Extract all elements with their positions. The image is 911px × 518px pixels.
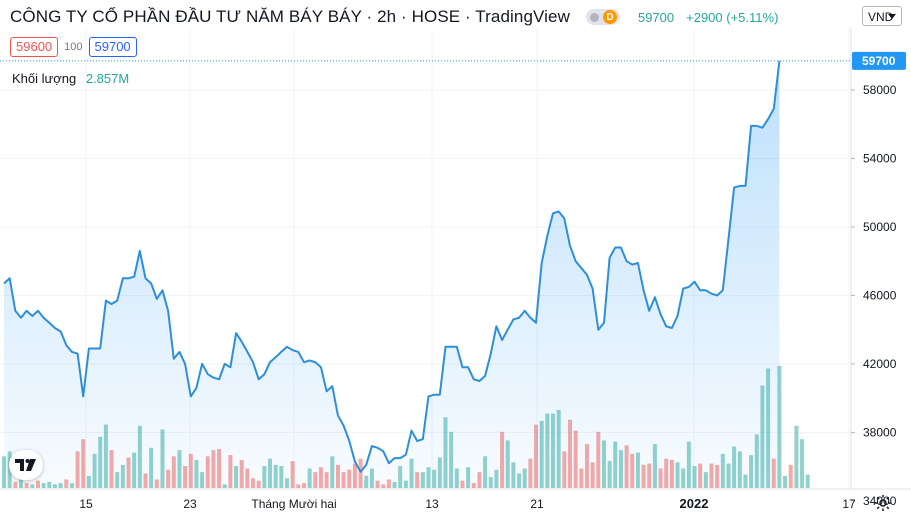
time-tick-label: 23 (183, 497, 197, 511)
last-price-marker (852, 51, 906, 70)
last-price-label: 59700 (862, 54, 896, 68)
header-last-price: 59700 (637, 9, 675, 25)
time-scale-bg (0, 489, 851, 518)
spread-value: 100 (64, 41, 83, 53)
price-tick-label: 46000 (863, 288, 897, 302)
time-tick-label: Tháng Mười hai (251, 497, 336, 511)
volume-label: Khối lượng (12, 71, 77, 86)
volume-bar (777, 366, 782, 488)
currency-label: VND (868, 10, 894, 24)
price-tick-label: 42000 (863, 357, 897, 371)
gear-icon[interactable] (873, 493, 893, 513)
price-tick-label: 50000 (863, 220, 897, 234)
volume-bar (783, 475, 788, 488)
volume-bar (788, 464, 793, 488)
time-tick-label: 2022 (680, 496, 709, 511)
price-tick-label: 54000 (863, 151, 897, 165)
delayed-data-icon: D (602, 10, 617, 24)
chart-header: CÔNG TY CỔ PHẦN ĐẦU TƯ NĂM BÁY BÁY · 2h … (10, 6, 778, 28)
volume-bar (794, 425, 799, 488)
buy-price-box[interactable]: 59700 (88, 37, 137, 57)
price-tick-label: 58000 (863, 83, 897, 97)
volume-value: 2.857M (85, 71, 130, 86)
time-tick-label: 13 (425, 497, 439, 511)
chevron-down-icon (888, 14, 896, 19)
time-tick-label: 17 (842, 497, 856, 511)
price-area-fill (4, 60, 780, 489)
tradingview-logo-icon[interactable] (9, 450, 43, 480)
header-price-change: +2900 (+5.11%) (686, 9, 779, 25)
symbol-title: CÔNG TY CỔ PHẦN ĐẦU TƯ NĂM BÁY BÁY · 2h … (10, 7, 570, 26)
time-tick-label: 15 (79, 497, 93, 511)
market-closed-dot-icon (589, 12, 599, 22)
quantity-row: 59600 100 59700 (10, 37, 137, 57)
volume-bar (805, 474, 810, 488)
price-tick-label: 38000 (863, 425, 897, 439)
time-tick-label: 21 (530, 497, 544, 511)
volume-bar (800, 439, 805, 488)
market-status-badge[interactable]: D (585, 9, 620, 25)
sell-price-box[interactable]: 59600 (10, 37, 59, 57)
price-scale-bg (851, 28, 911, 490)
price-line (3, 60, 781, 473)
volume-legend[interactable]: Khối lượng 2.857M (12, 71, 129, 86)
currency-selector[interactable]: VND (862, 6, 902, 26)
